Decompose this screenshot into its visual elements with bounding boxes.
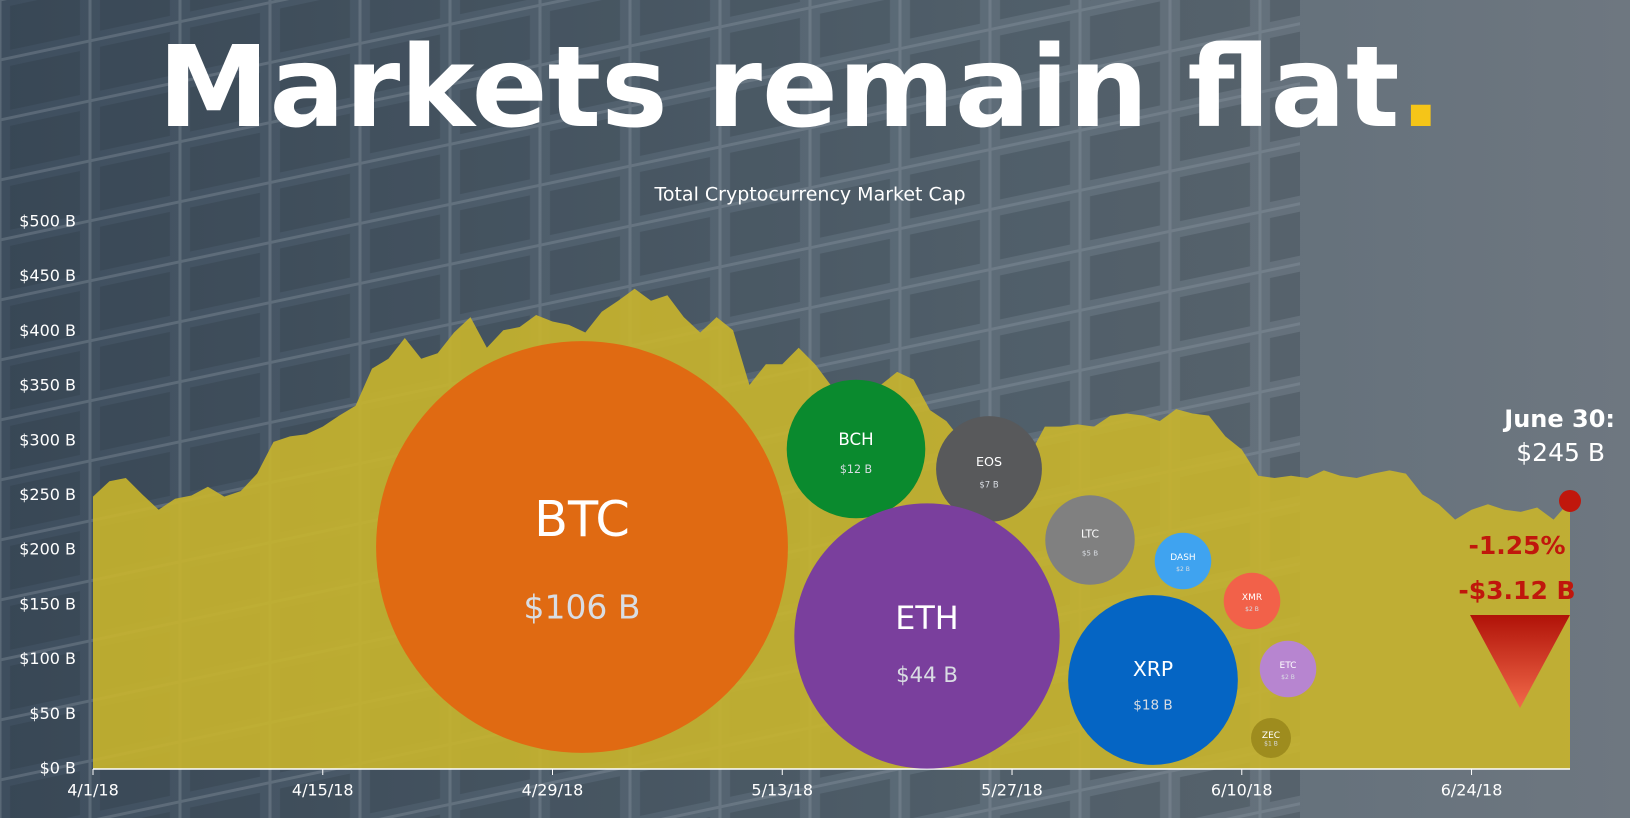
y-tick-label: $250 B bbox=[19, 485, 76, 504]
x-tick-label: 5/13/18 bbox=[751, 781, 813, 800]
bubble-value-label: $5 B bbox=[1082, 548, 1098, 557]
annotation-value: $245 B bbox=[1516, 438, 1605, 467]
x-tick-label: 4/15/18 bbox=[292, 781, 354, 800]
bubble-value-label: $12 B bbox=[840, 463, 872, 476]
annotation-date: June 30: bbox=[1502, 405, 1615, 433]
bubble bbox=[1068, 595, 1238, 765]
last-point bbox=[1559, 489, 1581, 512]
bubble-value-label: $2 B bbox=[1245, 606, 1259, 613]
chart-subtitle: Total Cryptocurrency Market Cap bbox=[653, 184, 965, 206]
bubble-value-label: $7 B bbox=[979, 479, 998, 489]
bubble-value-label: $44 B bbox=[896, 663, 958, 688]
bubble bbox=[1259, 640, 1317, 698]
y-tick-label: $350 B bbox=[19, 376, 76, 395]
bubble-label: DASH bbox=[1170, 553, 1195, 563]
x-tick-label: 5/27/18 bbox=[981, 781, 1043, 800]
y-tick-label: $100 B bbox=[19, 649, 76, 668]
bubble-value-label: $106 B bbox=[524, 587, 641, 626]
bubble bbox=[1251, 718, 1291, 758]
bubble-label: BCH bbox=[838, 430, 873, 449]
bubble-value-label: $18 B bbox=[1133, 697, 1173, 713]
title-text: Markets remain flat bbox=[158, 23, 1400, 153]
bubble-label: LTC bbox=[1081, 528, 1099, 541]
y-tick-label: $150 B bbox=[19, 594, 76, 613]
y-tick-label: $200 B bbox=[19, 540, 76, 559]
title-dot: . bbox=[1400, 23, 1443, 153]
x-tick-label: 4/29/18 bbox=[522, 781, 584, 800]
annotation-change-pct: -1.25% bbox=[1468, 531, 1565, 560]
bubble bbox=[376, 341, 788, 753]
bubble-label: XRP bbox=[1133, 657, 1173, 681]
bubble-label: ETC bbox=[1280, 661, 1297, 671]
bubble-label: EOS bbox=[976, 454, 1002, 469]
down-arrow bbox=[1470, 615, 1570, 708]
bubble bbox=[1154, 532, 1212, 590]
bubble-label: XMR bbox=[1242, 593, 1262, 603]
bubble bbox=[1223, 572, 1281, 630]
annotation-change-abs: -$3.12 B bbox=[1458, 576, 1575, 605]
x-tick-label: 6/24/18 bbox=[1441, 781, 1503, 800]
y-tick-label: $50 B bbox=[29, 704, 76, 723]
bubble-label: BTC bbox=[534, 490, 630, 548]
y-tick-label: $300 B bbox=[19, 430, 76, 449]
page-title: Markets remain flat. bbox=[158, 23, 1442, 153]
bubble-value-label: $1 B bbox=[1264, 741, 1278, 748]
bubble-label: ZEC bbox=[1262, 731, 1280, 741]
bubble bbox=[786, 379, 926, 519]
bubble bbox=[936, 416, 1042, 522]
y-tick-label: $0 B bbox=[40, 759, 76, 778]
x-tick-label: 4/1/18 bbox=[67, 781, 119, 800]
bubble-label: ETH bbox=[895, 599, 959, 637]
y-tick-label: $450 B bbox=[19, 266, 76, 285]
y-tick-label: $500 B bbox=[19, 212, 76, 231]
x-tick-label: 6/10/18 bbox=[1211, 781, 1273, 800]
bubble-value-label: $2 B bbox=[1281, 674, 1295, 681]
y-tick-label: $400 B bbox=[19, 321, 76, 340]
bubble-value-label: $2 B bbox=[1176, 566, 1190, 573]
bubble bbox=[1045, 495, 1135, 585]
bubble bbox=[794, 503, 1060, 769]
